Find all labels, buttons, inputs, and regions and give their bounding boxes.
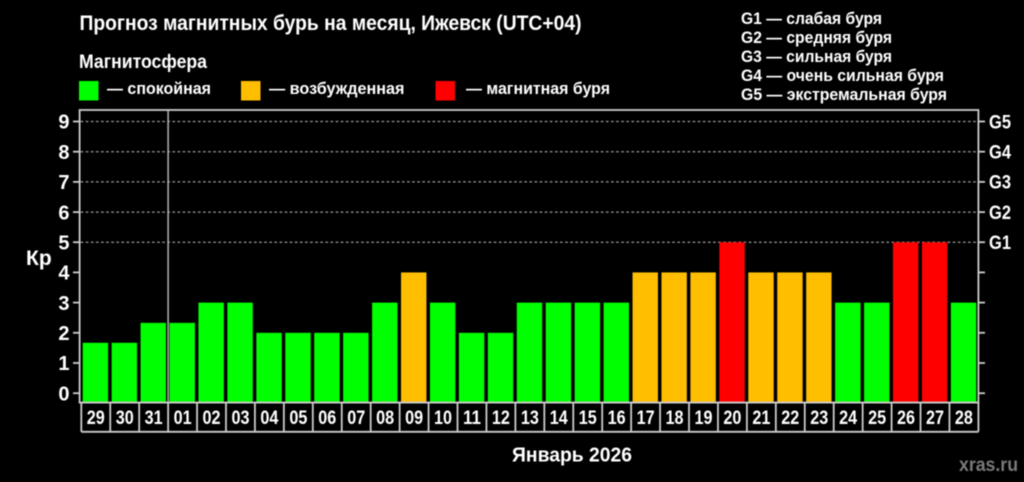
svg-text:23: 23 xyxy=(810,408,828,429)
svg-text:29: 29 xyxy=(87,408,105,429)
svg-text:18: 18 xyxy=(666,408,684,429)
svg-text:08: 08 xyxy=(376,408,394,429)
svg-text:10: 10 xyxy=(434,408,452,429)
svg-text:G1 — слабая буря: G1 — слабая буря xyxy=(741,9,882,28)
svg-text:— магнитная буря: — магнитная буря xyxy=(466,80,610,98)
svg-text:Магнитосфера: Магнитосфера xyxy=(79,52,207,73)
svg-text:13: 13 xyxy=(521,408,539,429)
svg-text:— спокойная: — спокойная xyxy=(107,80,211,98)
svg-text:G2 — средняя буря: G2 — средняя буря xyxy=(741,28,892,47)
svg-text:1: 1 xyxy=(58,353,69,375)
svg-text:28: 28 xyxy=(955,408,973,429)
svg-text:01: 01 xyxy=(174,408,192,429)
svg-text:04: 04 xyxy=(260,408,278,429)
svg-text:Январь 2026: Январь 2026 xyxy=(512,444,632,467)
svg-text:05: 05 xyxy=(289,408,307,429)
svg-text:26: 26 xyxy=(897,408,915,429)
svg-text:30: 30 xyxy=(116,408,134,429)
svg-text:Кр: Кр xyxy=(26,247,52,270)
svg-text:17: 17 xyxy=(637,408,655,429)
svg-text:4: 4 xyxy=(58,263,70,285)
svg-text:14: 14 xyxy=(550,408,568,429)
svg-text:03: 03 xyxy=(231,408,249,429)
svg-text:G3 — сильная буря: G3 — сильная буря xyxy=(741,47,892,66)
svg-text:25: 25 xyxy=(868,408,886,429)
svg-text:9: 9 xyxy=(58,112,69,134)
svg-text:Прогноз магнитных бурь на меся: Прогноз магнитных бурь на месяц, Ижевск … xyxy=(80,12,582,35)
svg-text:G2: G2 xyxy=(989,203,1011,224)
svg-text:G4 — очень сильная буря: G4 — очень сильная буря xyxy=(741,66,944,85)
svg-text:G1: G1 xyxy=(989,233,1011,254)
svg-text:G5: G5 xyxy=(989,112,1011,133)
svg-text:27: 27 xyxy=(926,408,944,429)
svg-text:G4: G4 xyxy=(989,142,1011,163)
svg-text:02: 02 xyxy=(203,408,221,429)
svg-text:20: 20 xyxy=(723,408,741,429)
svg-text:16: 16 xyxy=(608,408,626,429)
svg-text:15: 15 xyxy=(579,408,597,429)
svg-text:G3: G3 xyxy=(989,173,1011,194)
svg-text:xras.ru: xras.ru xyxy=(959,455,1018,476)
svg-text:09: 09 xyxy=(405,408,423,429)
svg-text:12: 12 xyxy=(492,408,510,429)
svg-text:0: 0 xyxy=(58,383,69,405)
svg-text:G5 — экстремальная буря: G5 — экстремальная буря xyxy=(741,85,947,104)
svg-text:21: 21 xyxy=(752,408,770,429)
svg-text:31: 31 xyxy=(145,408,163,429)
svg-text:5: 5 xyxy=(58,232,69,254)
svg-text:06: 06 xyxy=(318,408,336,429)
svg-text:7: 7 xyxy=(58,172,69,194)
svg-text:22: 22 xyxy=(781,408,799,429)
svg-text:3: 3 xyxy=(58,293,69,315)
svg-text:2: 2 xyxy=(58,323,69,345)
svg-text:11: 11 xyxy=(463,408,481,429)
svg-text:19: 19 xyxy=(694,408,712,429)
svg-text:— возбужденная: — возбужденная xyxy=(269,80,405,98)
svg-text:8: 8 xyxy=(58,142,69,164)
svg-text:07: 07 xyxy=(347,408,365,429)
svg-text:6: 6 xyxy=(58,202,69,224)
svg-text:24: 24 xyxy=(839,408,857,429)
